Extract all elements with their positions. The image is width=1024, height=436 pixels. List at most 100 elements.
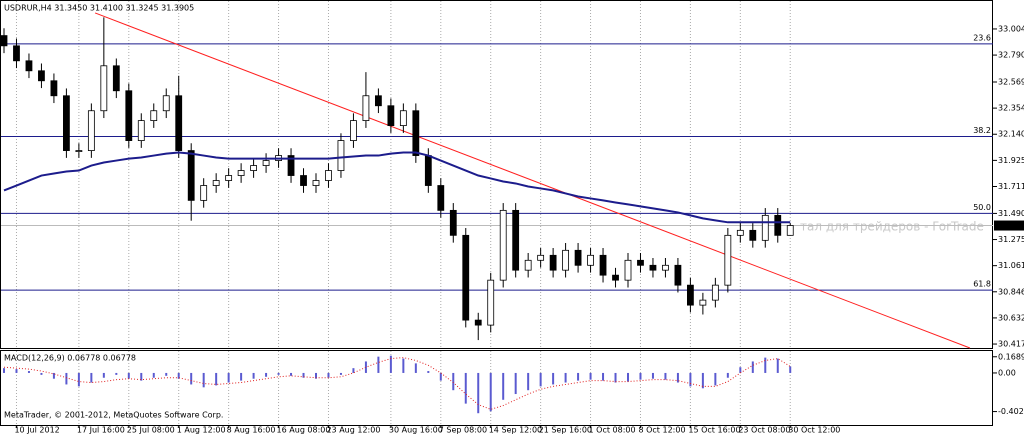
candle-body (574, 249, 582, 266)
main-panel (0, 0, 993, 349)
y-tick-label: -0.4029 (998, 407, 1024, 416)
y-tick-label: 31.711 (998, 182, 1024, 191)
candle-body (537, 254, 545, 261)
candle-body (287, 155, 295, 176)
moving-average (3, 151, 791, 224)
candle-body (325, 170, 332, 181)
x-tick-label: 21 Sep 16:00 (539, 426, 592, 435)
candle-body (187, 150, 195, 201)
candle-body (350, 120, 357, 141)
candle-body (749, 229, 757, 241)
x-tick-label: 15 Oct 16:00 (688, 426, 740, 435)
candle-body (200, 185, 208, 201)
last-price-label: 31.3905 (995, 221, 1024, 230)
candle-body (312, 180, 320, 186)
candle-body (599, 254, 607, 276)
candle-body (487, 279, 495, 326)
x-tick-label: 10 Jul 2012 (14, 426, 59, 435)
candle-body (100, 65, 108, 112)
candle-body (125, 90, 133, 141)
y-tick-label: 30.4175 (998, 340, 1024, 349)
y-tick-label: 0.1689 (998, 352, 1024, 361)
candle-body (674, 264, 682, 286)
x-tick-label: 14 Sep 12:00 (489, 426, 542, 435)
candle-body (137, 120, 145, 141)
candle-body (212, 180, 220, 186)
candle-body (25, 60, 33, 72)
candle-body (587, 254, 594, 266)
candle-body (250, 165, 258, 171)
x-tick-label: 30 Aug 16:00 (389, 426, 443, 435)
candle-body (237, 170, 245, 176)
candle-body (786, 225, 794, 236)
candle-body (362, 95, 370, 122)
fib-label: 23.6 (973, 33, 991, 42)
candle-body (724, 234, 732, 286)
candle-body (387, 105, 395, 126)
candle-body (612, 274, 619, 281)
candle-body (524, 259, 532, 271)
candle-body (374, 95, 382, 107)
candle-body (462, 234, 470, 321)
candle-body (424, 155, 432, 186)
candle-body (300, 175, 307, 186)
y-tick-label: 32.7900 (998, 51, 1024, 60)
candle-body (162, 95, 170, 112)
x-tick-label: 25 Jul 08:00 (127, 426, 175, 435)
candle-body (736, 229, 744, 236)
fib-label: 61.8 (973, 280, 991, 289)
x-tick-label: 8 Oct 12:00 (638, 426, 685, 435)
fib-label: 50.0 (973, 203, 991, 212)
x-tick-label: 17 Jul 16:00 (77, 426, 125, 435)
watermark: тал для трейдеров - ForTrade (800, 220, 984, 234)
y-tick-label: 0.00 (998, 368, 1016, 377)
y-tick-label: 30.632 (998, 313, 1024, 322)
candle-body (637, 259, 644, 266)
y-tick-label: 31.0610 (998, 261, 1024, 270)
x-tick-label: 30 Oct 12:00 (788, 426, 840, 435)
y-tick-label: 32.1400 (998, 130, 1024, 139)
candle-body (512, 209, 520, 271)
candle-body (761, 214, 769, 241)
candle-body (687, 284, 694, 306)
candle-body (225, 175, 233, 181)
candle-body (774, 214, 782, 236)
candle-body (662, 264, 669, 271)
candle-body (50, 80, 58, 97)
x-tick-label: 1 Aug 12:00 (177, 426, 226, 435)
x-tick-label: 1 Oct 08:00 (589, 426, 636, 435)
y-tick-label: 33.0045 (998, 24, 1024, 33)
candle-body (262, 160, 270, 166)
candle-body (63, 95, 70, 151)
candle-body (449, 209, 457, 236)
fib-label: 38.2 (973, 126, 991, 135)
chart-title: USDRUR,H4 31.3450 31.4100 31.3245 31.390… (4, 4, 194, 13)
candle-body (112, 65, 120, 92)
x-tick-label: 23 Aug 12:00 (326, 426, 380, 435)
y-tick-label: 30.8465 (998, 287, 1024, 296)
candle-body (624, 259, 632, 281)
candle-body (711, 284, 719, 301)
x-tick-label: 8 Aug 16:00 (227, 426, 276, 435)
y-tick-label: 31.2755 (998, 235, 1024, 244)
candle-body (562, 249, 569, 271)
candle-body (699, 299, 707, 306)
macd-title: MACD(12,26,9) 0.06778 0.06778 (4, 354, 136, 363)
trend-line (94, 12, 971, 349)
x-tick-label: 16 Aug 08:00 (277, 426, 331, 435)
footer: MetaTrader, © 2001-2012, MetaQuotes Soft… (4, 411, 223, 420)
last-price-box (994, 220, 1024, 231)
macd-panel (0, 350, 993, 426)
candle-body (499, 209, 507, 281)
candle-body (549, 254, 557, 271)
candle-body (38, 70, 45, 82)
candle-body (175, 95, 183, 151)
candle-body (75, 150, 83, 152)
x-tick-label: 7 Sep 08:00 (439, 426, 487, 435)
candle-body (150, 110, 158, 122)
candle-body (474, 319, 482, 326)
y-tick-label: 32.3545 (998, 104, 1024, 113)
candle-body (412, 110, 420, 156)
candle-body (437, 185, 445, 211)
